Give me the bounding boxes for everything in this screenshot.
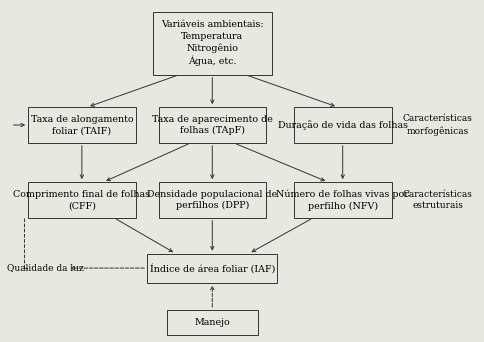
- Text: Densidade populacional de
perfilhos (DPP): Densidade populacional de perfilhos (DPP…: [147, 190, 277, 210]
- Text: Índice de área foliar (IAF): Índice de área foliar (IAF): [149, 263, 274, 273]
- Text: Variáveis ambientais:
Temperatura
Nitrogênio
Água, etc.: Variáveis ambientais: Temperatura Nitrog…: [161, 20, 263, 66]
- Text: Duração de vida das folhas: Duração de vida das folhas: [277, 120, 407, 130]
- Bar: [28, 182, 136, 218]
- Bar: [152, 12, 271, 75]
- Text: Manejo: Manejo: [194, 318, 230, 327]
- Bar: [293, 107, 391, 143]
- Text: Qualidade da luz: Qualidade da luz: [7, 264, 83, 273]
- Bar: [158, 182, 266, 218]
- Text: Características
morfogênicas: Características morfogênicas: [402, 115, 471, 135]
- Bar: [293, 182, 391, 218]
- Text: Taxa de aparecimento de
folhas (TApF): Taxa de aparecimento de folhas (TApF): [151, 115, 272, 135]
- Text: Características
estruturais: Características estruturais: [402, 190, 471, 210]
- Bar: [158, 107, 266, 143]
- Bar: [166, 310, 257, 336]
- Text: Número de folhas vivas por
perfilho (NFV): Número de folhas vivas por perfilho (NFV…: [276, 189, 408, 211]
- Bar: [28, 107, 136, 143]
- Bar: [147, 254, 277, 282]
- Text: Taxa de alongamento
foliar (TAIF): Taxa de alongamento foliar (TAIF): [30, 115, 133, 135]
- Text: Comprimento final de folhas
(CFF): Comprimento final de folhas (CFF): [14, 190, 150, 210]
